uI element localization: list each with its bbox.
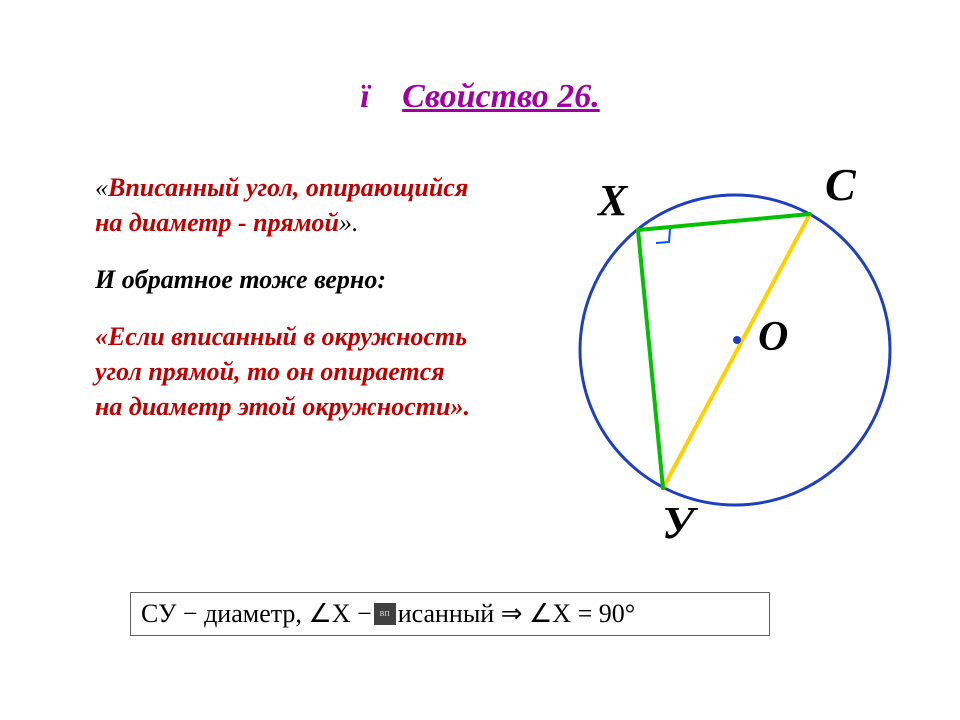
converse-statement: «Если вписанный в окружность угол прямой… [95, 319, 475, 424]
right-angle-marker [656, 229, 670, 243]
quote-open: « [95, 173, 108, 202]
label-X: Х [596, 176, 629, 225]
label-Y: У [662, 497, 699, 548]
title-bullet: ї [360, 78, 369, 115]
center-dot [733, 336, 741, 344]
label-C: С [825, 159, 857, 210]
title-text: Свойство 26. [402, 78, 600, 115]
slide-root: ї Свойство 26. «Вписанный угол, опирающи… [0, 0, 960, 720]
formula-box: СУ − диаметр, ∠Х − вп исанный ⇒ ∠Х = 90° [130, 592, 770, 636]
slide-title: ї Свойство 26. [0, 78, 960, 116]
quote-open-2: « [95, 322, 108, 351]
converse-intro: И обратное тоже верно: [95, 262, 475, 297]
quote-close-2: ». [450, 392, 470, 421]
geometry-diagram: Х С О У [520, 150, 920, 550]
theorem-statement: «Вписанный угол, опирающийся на диаметр … [95, 170, 475, 240]
chord-CX [638, 214, 810, 230]
chord-XY [638, 230, 663, 488]
diagram-svg: Х С О У [520, 150, 920, 550]
theorem-red-2: Если вписанный в окружность угол прямой,… [95, 322, 467, 421]
formula-seg2: исанный ⇒ ∠Х = 90° [398, 599, 635, 629]
formula-seg1: СУ − диаметр, ∠Х − [141, 599, 372, 629]
theorem-red-1: Вписанный угол, опирающийся на диаметр -… [95, 173, 468, 237]
body-text: «Вписанный угол, опирающийся на диаметр … [95, 170, 475, 425]
broken-glyph-icon: вп [374, 603, 396, 625]
quote-close: ». [339, 208, 359, 237]
label-O: О [758, 314, 788, 360]
